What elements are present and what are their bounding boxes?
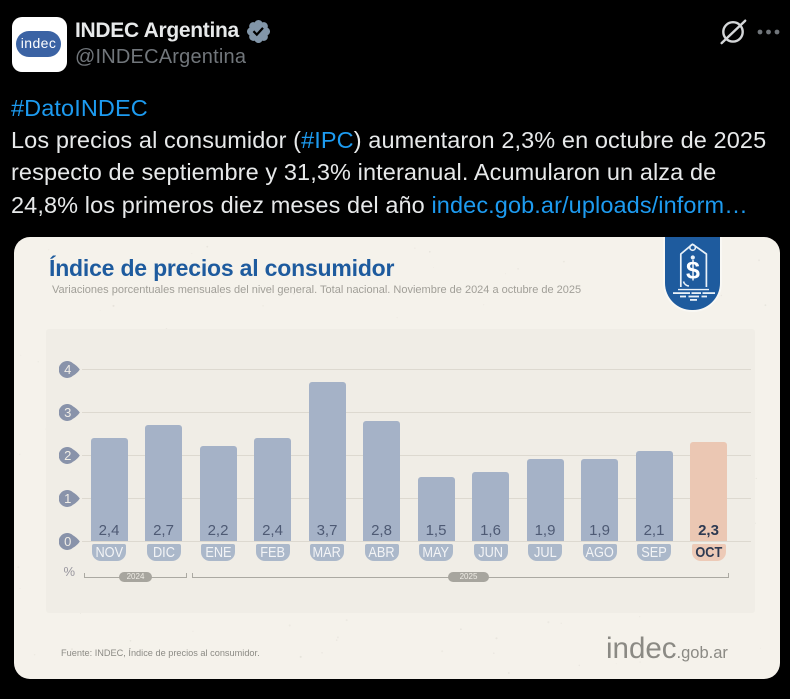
svg-text:$: $ [686,257,700,285]
svg-text:0: 0 [64,534,71,549]
svg-text:1: 1 [64,491,71,506]
svg-text:3: 3 [64,405,71,420]
svg-text:4: 4 [64,362,71,377]
svg-text:2: 2 [64,448,71,463]
